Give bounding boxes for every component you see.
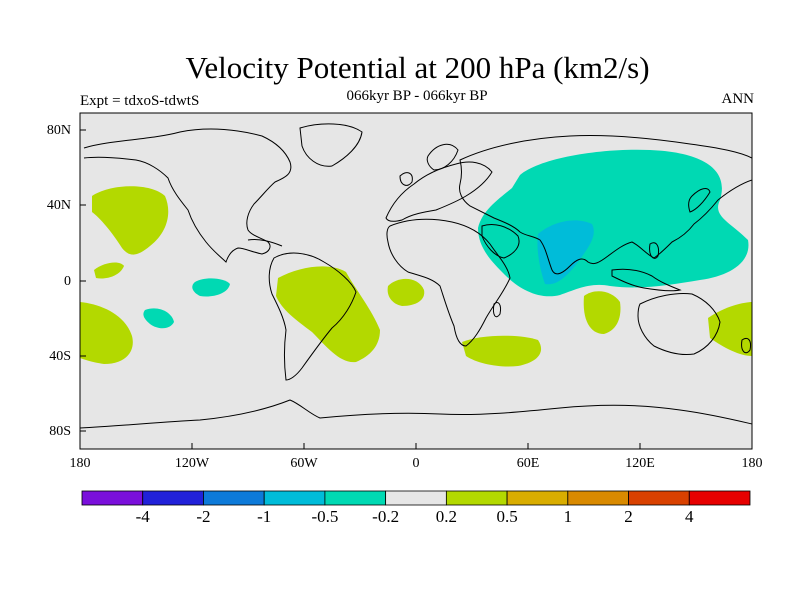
lat-label-40s: 40S bbox=[49, 349, 71, 364]
colorbar-swatch-10 bbox=[688, 490, 751, 506]
plot-title: Velocity Potential at 200 hPa (km2/s) bbox=[185, 50, 650, 85]
colorbar-label-8: 2 bbox=[624, 507, 633, 526]
colorbar-label-4: -0.2 bbox=[372, 507, 400, 526]
colorbar-label-3: -0.5 bbox=[311, 507, 339, 526]
lon-label-60w: 60W bbox=[290, 456, 318, 471]
north-america-coast bbox=[83, 128, 292, 263]
madagascar-coast bbox=[493, 301, 501, 318]
lon-label-60e: 60E bbox=[516, 456, 540, 471]
asia-coast bbox=[459, 134, 752, 275]
coastlines bbox=[80, 123, 752, 429]
pacific-negative-patch-1 bbox=[192, 278, 230, 297]
plot-subtitle: 066kyr BP - 066kyr BP bbox=[346, 88, 488, 104]
antarctica-coast bbox=[80, 399, 752, 429]
colorbar-label-6: 0.5 bbox=[496, 507, 518, 526]
british-isles-coast bbox=[399, 172, 413, 186]
colorbar-swatch-8 bbox=[567, 490, 629, 506]
greenland-coast bbox=[299, 123, 363, 167]
lon-label-0: 0 bbox=[412, 456, 420, 471]
pacific-negative-patch-2 bbox=[143, 308, 174, 329]
lon-label-180w: 180 bbox=[69, 456, 91, 471]
europe-coast bbox=[385, 161, 493, 222]
central-pacific-positive-patch bbox=[94, 262, 124, 279]
colorbar-label-5: 0.2 bbox=[435, 507, 457, 526]
south-pacific-east-positive-field bbox=[708, 302, 752, 356]
colorbar bbox=[81, 490, 751, 506]
arabian-core-field bbox=[546, 255, 561, 277]
southern-africa-positive-field bbox=[462, 335, 542, 367]
japan-coast bbox=[688, 188, 711, 213]
new-zealand-coast bbox=[741, 337, 751, 354]
colorbar-swatch-1 bbox=[142, 490, 204, 506]
lon-label-180e: 180 bbox=[741, 456, 763, 471]
scandinavia-coast bbox=[426, 143, 459, 171]
lon-label-120w: 120W bbox=[174, 456, 210, 471]
colorbar-swatch-5 bbox=[385, 490, 447, 506]
colorbar-swatch-0 bbox=[81, 490, 144, 506]
lat-label-0: 0 bbox=[64, 274, 71, 289]
north-pacific-positive-field bbox=[92, 186, 169, 255]
indonesia-coast bbox=[611, 268, 682, 292]
lat-label-80n: 80N bbox=[46, 123, 71, 138]
indian-ocean-positive-patch bbox=[583, 291, 621, 334]
colorbar-label-2: -1 bbox=[257, 507, 272, 526]
colorbar-label-1: -2 bbox=[196, 507, 211, 526]
colorbar-swatch-4 bbox=[324, 490, 387, 506]
south-america-coast bbox=[268, 252, 357, 381]
south-pacific-positive-field bbox=[80, 302, 133, 364]
south-atlantic-positive-patch bbox=[387, 278, 425, 306]
colorbar-swatch-2 bbox=[203, 490, 265, 506]
experiment-label: Expt = tdxoS-tdwtS bbox=[80, 93, 200, 109]
colorbar-swatch-6 bbox=[445, 490, 508, 506]
colorbar-label-7: 1 bbox=[563, 507, 573, 526]
arabia-coast bbox=[481, 223, 520, 259]
colorbar-swatch-7 bbox=[506, 490, 569, 506]
colorbar-label-9: 4 bbox=[685, 507, 694, 526]
colorbar-label-0: -4 bbox=[135, 507, 150, 526]
south-america-positive-field bbox=[276, 266, 380, 363]
lat-label-40n: 40N bbox=[46, 198, 71, 213]
philippines-coast bbox=[649, 242, 659, 259]
australia-coast bbox=[637, 293, 721, 355]
season-label: ANN bbox=[721, 91, 755, 107]
caribbean-coast bbox=[247, 239, 283, 247]
lon-label-120e: 120E bbox=[625, 456, 655, 471]
lat-label-80s: 80S bbox=[49, 424, 71, 439]
axis-ticks bbox=[79, 129, 753, 449]
colorbar-swatch-9 bbox=[628, 490, 690, 506]
colorbar-swatch-3 bbox=[263, 490, 326, 506]
